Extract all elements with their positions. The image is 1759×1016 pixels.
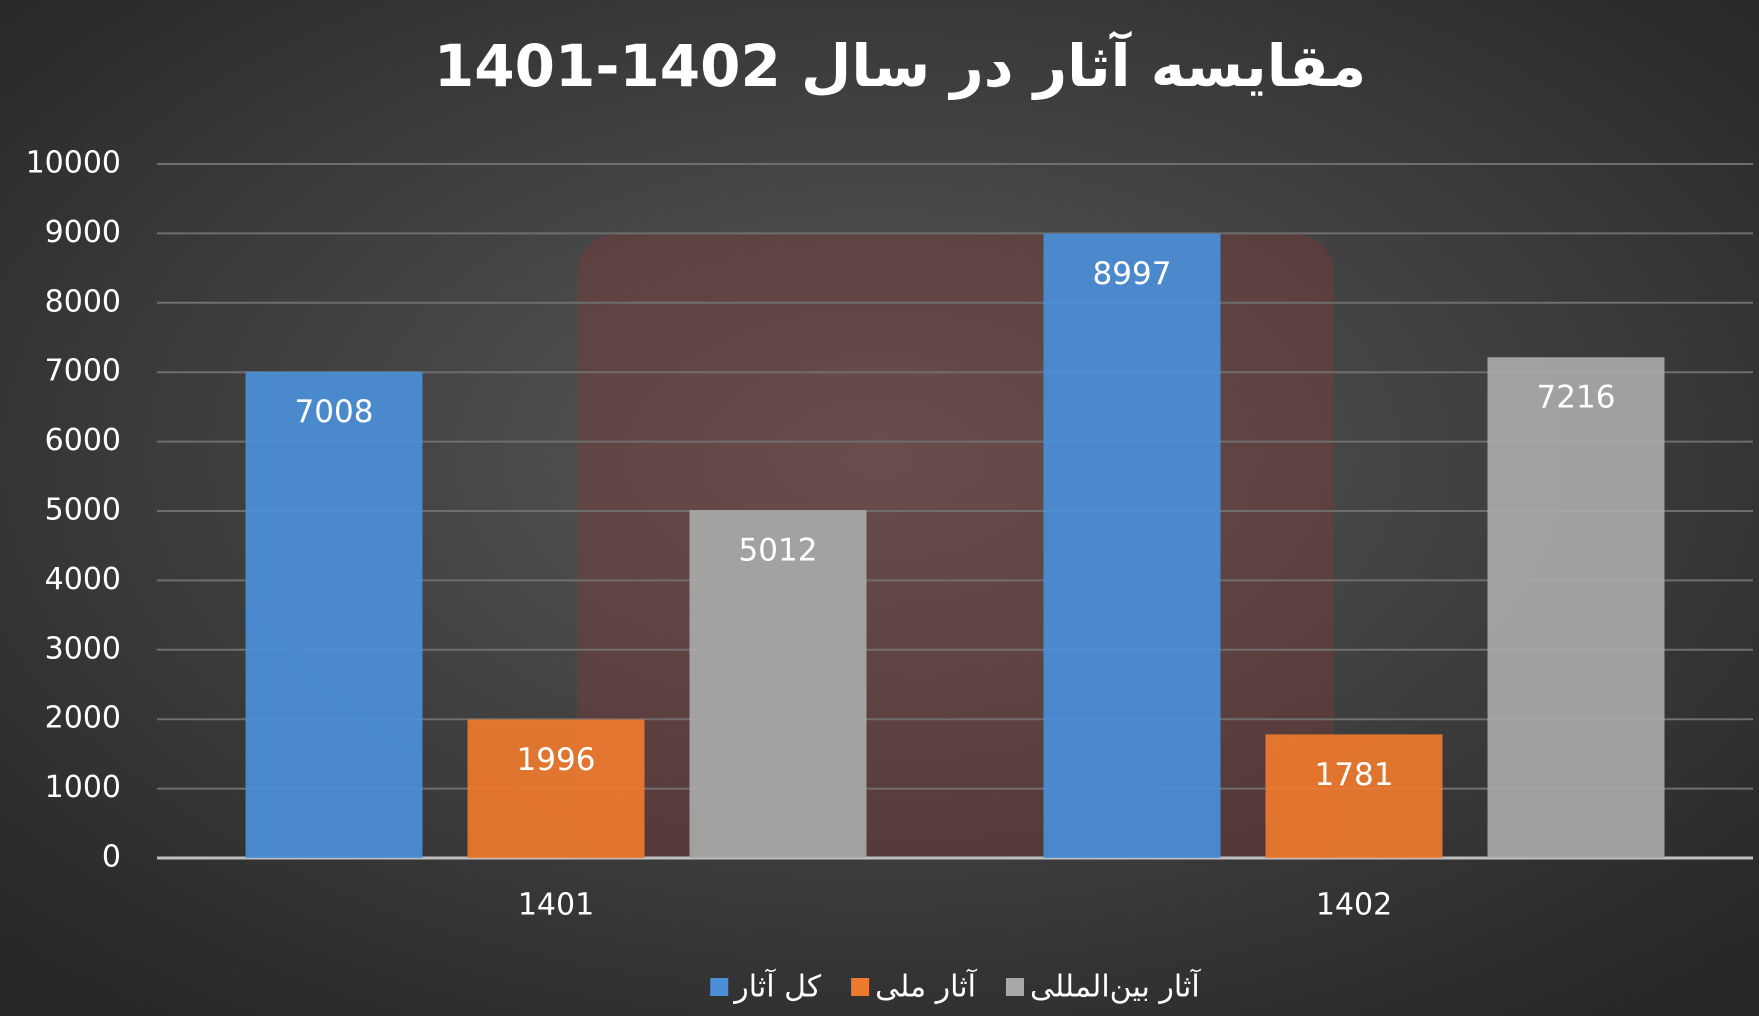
- data-label: 1781: [1315, 757, 1394, 793]
- legend-swatch: [1005, 978, 1024, 996]
- y-tick-label: 3000: [45, 631, 121, 666]
- bar: [245, 371, 423, 858]
- bar: [1487, 357, 1665, 858]
- y-tick-label: 4000: [45, 562, 121, 597]
- chart-title: مقایسه آثار در سال 1402-1401: [434, 30, 1366, 100]
- data-label: 7216: [1537, 380, 1616, 416]
- legend-swatch: [710, 978, 729, 996]
- y-tick-label: 6000: [45, 423, 121, 458]
- legend-label: آثار ملی: [875, 969, 978, 1005]
- bar: [1265, 734, 1443, 858]
- bar: [1043, 233, 1221, 858]
- bar: [689, 510, 867, 858]
- bar: [467, 719, 645, 858]
- y-tick-label: 0: [102, 840, 121, 875]
- y-tick-label: 9000: [45, 215, 121, 250]
- y-tick-label: 5000: [45, 493, 121, 528]
- legend-label: آثار بین‌المللی: [1030, 969, 1201, 1005]
- x-tick-label: 1402: [1316, 888, 1392, 923]
- y-tick-label: 10000: [26, 146, 121, 181]
- data-label: 8997: [1093, 256, 1172, 292]
- legend-swatch: [851, 978, 870, 996]
- y-tick-label: 2000: [45, 701, 121, 736]
- data-label: 1996: [517, 742, 596, 778]
- legend-label: کل آثار: [732, 969, 822, 1005]
- y-tick-label: 7000: [45, 354, 121, 389]
- y-tick-label: 8000: [45, 284, 121, 319]
- y-tick-label: 1000: [45, 770, 121, 805]
- data-label: 7008: [295, 394, 374, 430]
- data-label: 5012: [739, 533, 818, 569]
- x-tick-label: 1401: [518, 888, 594, 923]
